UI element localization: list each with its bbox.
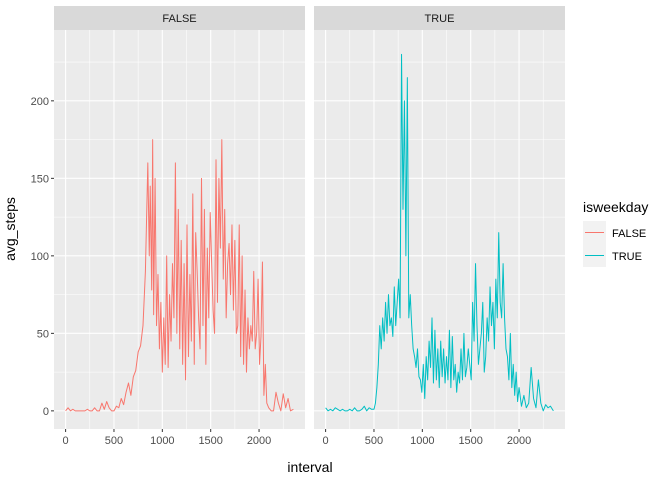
x-tick-label: 1000 [410,435,434,447]
legend-title: isweekday [583,199,648,215]
facet-strip [314,6,565,30]
x-tick-label: 0 [63,435,69,447]
x-tick-label: 1500 [458,435,482,447]
x-tick-label: 1500 [198,435,222,447]
y-axis-title: avg_steps [2,197,18,261]
x-tick-label: 0 [323,435,329,447]
facet-strip-label: TRUE [425,13,455,25]
legend: isweekday FALSE TRUE [583,199,648,267]
facet-strip [54,6,305,30]
y-tick-label: 0 [43,406,49,418]
x-tick-label: 500 [365,435,383,447]
x-tick-label: 500 [105,435,123,447]
panel-background [54,30,305,429]
x-tick-label: 2000 [247,435,271,447]
y-tick-label: 100 [31,251,49,263]
series-line-false [65,139,294,412]
series-line-true [325,53,554,412]
axes: 0 500 1000 1500 2000 0 500 1000 1500 2000 0 50 100 15… [31,96,532,447]
facet-panels: FALSE TRUE [54,6,565,429]
facet-strip-label: FALSE [162,13,196,25]
facet-panel-true: TRUE [314,6,565,429]
x-axis-title: interval [287,459,332,475]
legend-label: FALSE [612,228,646,240]
x-tick-label: 1000 [150,435,174,447]
facet-panel-false: FALSE [54,6,305,429]
x-tick-label: 2000 [507,435,531,447]
y-tick-label: 50 [37,328,49,340]
y-tick-label: 200 [31,96,49,108]
y-tick-label: 150 [31,173,49,185]
legend-label: TRUE [612,251,642,263]
panel-background [314,30,565,429]
